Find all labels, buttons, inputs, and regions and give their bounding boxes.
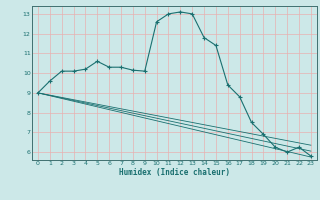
X-axis label: Humidex (Indice chaleur): Humidex (Indice chaleur): [119, 168, 230, 177]
